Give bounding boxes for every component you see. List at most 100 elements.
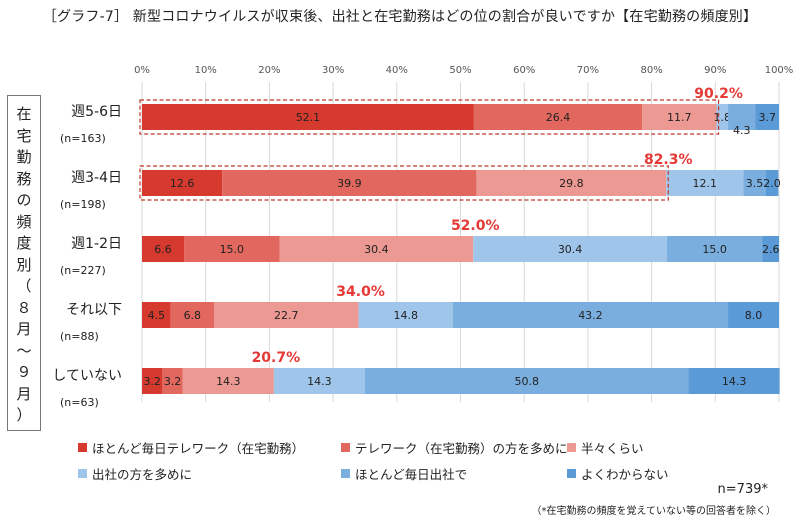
bar-segment	[666, 170, 744, 196]
legend-item: よくわからない	[567, 464, 669, 483]
chart-title: ［グラフ-7］ 新型コロナウイルスが収束後、出社と在宅勤務はどの位の割合が良いで…	[42, 9, 758, 25]
x-tick-label: 70%	[577, 65, 599, 76]
bar-segment	[743, 170, 766, 196]
axis-group-label-box: 在宅勤務の頻度別 （ ８ 月 ～ ９ 月 ）	[7, 95, 41, 431]
axis-group-label-char: ～	[16, 341, 32, 360]
bar-value-label: 6.8	[184, 309, 202, 322]
bar-segment	[222, 170, 477, 196]
legend-swatch	[78, 469, 87, 478]
legend-label: ほとんど毎日テレワーク（在宅勤務）	[92, 441, 305, 456]
bar-segment	[728, 104, 756, 130]
bar-value-label: 3.2	[143, 375, 161, 388]
legend-swatch	[341, 443, 350, 452]
bar-segment	[142, 170, 223, 196]
bar-segment	[273, 368, 365, 394]
bar-value-label: 14.3	[216, 375, 241, 388]
axis-group-label: 在宅勤務の頻度別 （ ８ 月 ～ ９ 月 ）	[8, 104, 40, 427]
bar-segment	[142, 368, 163, 394]
bar-value-label: 12.1	[693, 177, 718, 190]
legend-item: 出社の方を多めに	[78, 464, 192, 483]
x-tick-label: 10%	[195, 65, 217, 76]
bar-segment	[213, 302, 359, 328]
bar-segment	[765, 170, 779, 196]
bar-segment	[170, 302, 214, 328]
bar-segment	[476, 170, 667, 196]
bar-segment	[142, 302, 171, 328]
bar-value-label: 14.3	[307, 375, 332, 388]
bar-segment	[162, 368, 183, 394]
bar-segment	[728, 302, 779, 328]
bar-segment	[364, 368, 689, 394]
bar-value-label: 43.2	[578, 309, 603, 322]
bar-value-label: 1.8	[714, 111, 732, 124]
bar-segment	[358, 302, 453, 328]
bar-segment	[716, 104, 729, 130]
x-tick-label: 100%	[765, 65, 794, 76]
bar-segment	[142, 104, 474, 130]
axis-group-label-char: （	[16, 277, 32, 295]
bar-value-label: 3.7	[758, 111, 776, 124]
bar-value-label: 22.7	[274, 309, 299, 322]
category-label: していない	[52, 368, 122, 384]
bar-value-label: 30.4	[558, 243, 583, 256]
x-tick-label: 90%	[704, 65, 726, 76]
legend-label: テレワーク（在宅勤務）の方を多めに	[355, 441, 568, 456]
bar-value-label: 4.5	[148, 309, 166, 322]
axis-group-label-char: ８	[16, 298, 32, 317]
legend-item: ほとんど毎日出社で	[341, 464, 467, 483]
bar-segment	[279, 236, 474, 262]
bar-value-label: 14.3	[722, 375, 747, 388]
legend-swatch	[567, 469, 576, 478]
bar-value-label: 8.0	[745, 309, 763, 322]
x-tick-label: 30%	[322, 65, 344, 76]
cumulative-percentage-label: 82.3%	[644, 152, 693, 168]
cumulative-percentage-label: 20.7%	[252, 350, 301, 366]
axis-group-label-char: 月	[16, 320, 32, 338]
bar-value-label: 39.9	[337, 177, 362, 190]
bar-value-label: 2.0	[763, 177, 781, 190]
axis-group-label-char: 務	[16, 169, 32, 188]
highlight-dashed-box	[139, 165, 669, 201]
legend-swatch	[341, 469, 350, 478]
bar-segment	[688, 368, 780, 394]
axis-group-label-char: の	[16, 191, 32, 209]
footnote: （*在宅勤務の頻度を覚えていない等の回答者を除く）	[531, 506, 777, 517]
bar-value-label: 12.6	[170, 177, 195, 190]
bar-segment	[473, 104, 643, 130]
category-label: 週1-2日	[71, 236, 122, 252]
cumulative-percentage-label: 34.0%	[336, 284, 385, 300]
legend-label: ほとんど毎日出社で	[355, 467, 468, 482]
highlight-dashed-box	[139, 99, 720, 135]
bar-segment	[473, 236, 667, 262]
bar-value-label: 26.4	[546, 111, 571, 124]
bar-segment	[142, 236, 185, 262]
bar-segment	[184, 236, 280, 262]
legend-item: ほとんど毎日テレワーク（在宅勤務）	[78, 438, 304, 457]
bar-value-label: 14.8	[393, 309, 418, 322]
x-tick-label: 60%	[513, 65, 535, 76]
category-n-label: (n=227)	[60, 264, 106, 277]
x-tick-label: 40%	[386, 65, 408, 76]
bar-value-label: 11.7	[667, 111, 692, 124]
bar-value-label: 52.1	[296, 111, 321, 124]
x-tick-label: 20%	[258, 65, 280, 76]
cumulative-percentage-label: 90.2%	[694, 86, 743, 102]
bar-segment	[755, 104, 779, 130]
bar-segment	[182, 368, 274, 394]
axis-group-label-char: 頻	[16, 212, 32, 231]
bar-value-label: 3.2	[164, 375, 182, 388]
bar-segment	[666, 236, 763, 262]
legend: ほとんど毎日テレワーク（在宅勤務） テレワーク（在宅勤務）の方を多めに 半々くらい出…	[78, 438, 778, 498]
legend-label: よくわからない	[581, 467, 669, 482]
bar-value-label: 29.8	[559, 177, 584, 190]
bar-value-label: 15.0	[220, 243, 245, 256]
bar-value-label: 30.4	[364, 243, 389, 256]
legend-label: 半々くらい	[581, 441, 644, 456]
axis-group-label-char: 別	[16, 255, 32, 274]
category-label: 週3-4日	[71, 170, 122, 186]
x-tick-label: 50%	[449, 65, 471, 76]
category-n-label: (n=198)	[60, 198, 106, 211]
category-n-label: (n=163)	[60, 132, 106, 145]
bar-segment	[642, 104, 717, 130]
